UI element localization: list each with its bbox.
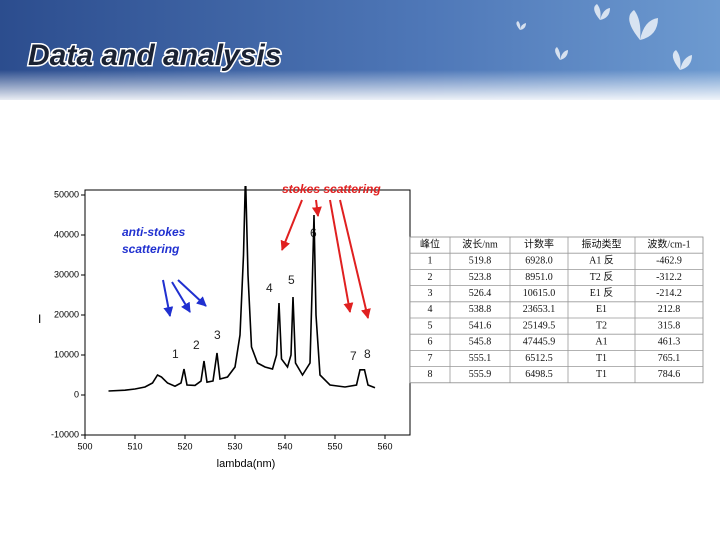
x-tick-label: 530 bbox=[227, 441, 242, 451]
table-header-cell: 波长/nm bbox=[462, 237, 498, 250]
table-cell: E1 bbox=[596, 304, 607, 315]
table-cell: 541.6 bbox=[469, 320, 492, 331]
table-header-cell: 振动类型 bbox=[582, 237, 622, 250]
slide-title: Data and analysis bbox=[28, 39, 281, 72]
table-cell: T1 bbox=[596, 353, 607, 364]
y-tick-label: 40000 bbox=[54, 229, 79, 239]
table-cell: E1 反 bbox=[590, 287, 614, 299]
table-header-cell: 峰位 bbox=[420, 237, 440, 250]
table-cell: 47445.9 bbox=[523, 337, 556, 348]
table-cell: A1 反 bbox=[589, 255, 614, 267]
peak-label: 4 bbox=[266, 281, 273, 295]
stokes-label: stokes scattering bbox=[282, 182, 381, 196]
x-tick-label: 510 bbox=[127, 441, 142, 451]
x-tick-label: 540 bbox=[277, 441, 292, 451]
table-cell: 5 bbox=[428, 320, 433, 331]
table-cell: 23653.1 bbox=[523, 304, 556, 315]
y-tick-label: -10000 bbox=[51, 429, 79, 439]
table-cell: 212.8 bbox=[658, 304, 681, 315]
table-cell: A1 bbox=[595, 337, 607, 348]
table-cell: 545.8 bbox=[469, 337, 492, 348]
peak-label: 8 bbox=[364, 347, 371, 361]
table-cell: 25149.5 bbox=[523, 320, 556, 331]
table-cell: 7 bbox=[428, 353, 433, 364]
peak-label: 3 bbox=[214, 328, 221, 342]
y-tick-label: 20000 bbox=[54, 309, 79, 319]
table-cell: 6512.5 bbox=[525, 353, 553, 364]
stokes-arrows bbox=[280, 199, 371, 319]
table-cell: -214.2 bbox=[656, 288, 682, 299]
peak-label: 7 bbox=[350, 349, 357, 363]
table-cell: 6498.5 bbox=[525, 369, 553, 380]
y-axis-label: I bbox=[38, 312, 41, 326]
table-cell: 538.8 bbox=[469, 304, 492, 315]
spectrum-chart: I lambda(nm) stokes scattering anti-stok… bbox=[38, 182, 411, 470]
x-tick-label: 520 bbox=[177, 441, 192, 451]
butterflies bbox=[516, 4, 692, 70]
table-cell: 6 bbox=[428, 337, 433, 348]
table-cell: 3 bbox=[428, 288, 433, 299]
y-tick-label: 0 bbox=[74, 389, 79, 399]
table-cell: 2 bbox=[428, 272, 433, 283]
header-fade bbox=[0, 70, 720, 100]
spectrum-line bbox=[108, 186, 376, 392]
table-cell: 765.1 bbox=[658, 353, 681, 364]
table-cell: 10615.0 bbox=[523, 288, 556, 299]
x-axis-label: lambda(nm) bbox=[217, 458, 276, 470]
peak-table: 峰位 波长/nm 计数率 振动类型 波数/cm-1 1 519.8 6928.0 A1 反 -46… bbox=[409, 236, 704, 384]
table-cell: 315.8 bbox=[658, 320, 681, 331]
table-cell: 8 bbox=[428, 369, 433, 380]
table-cell: 6928.0 bbox=[525, 256, 553, 267]
peak-label: 5 bbox=[288, 273, 295, 287]
table-cell: 519.8 bbox=[469, 256, 492, 267]
table-cell: T2 bbox=[596, 320, 607, 331]
table-header-cell: 波数/cm-1 bbox=[647, 237, 690, 250]
x-tick-label: 500 bbox=[77, 441, 92, 451]
y-tick-label: 30000 bbox=[54, 269, 79, 279]
anti-stokes-label: scattering bbox=[122, 242, 180, 256]
table-header-cell: 计数率 bbox=[524, 237, 554, 250]
y-tick-label: 50000 bbox=[54, 189, 79, 199]
x-tick-label: 550 bbox=[327, 441, 342, 451]
table-cell: 8951.0 bbox=[525, 272, 553, 283]
table-cell: 526.4 bbox=[469, 288, 492, 299]
x-tick-label: 560 bbox=[377, 441, 392, 451]
table-cell: T2 反 bbox=[590, 271, 614, 283]
table-cell: 523.8 bbox=[469, 272, 492, 283]
table-cell: 461.3 bbox=[658, 337, 681, 348]
anti-stokes-label: anti-stokes bbox=[122, 225, 186, 239]
y-tick-label: 10000 bbox=[54, 349, 79, 359]
table-cell: 555.1 bbox=[469, 353, 492, 364]
table-frame bbox=[409, 236, 704, 384]
table-cell: -312.2 bbox=[656, 272, 682, 283]
peak-label: 2 bbox=[193, 338, 200, 352]
table-cell: 1 bbox=[428, 256, 433, 267]
table-cell: -462.9 bbox=[656, 256, 682, 267]
table-cell: 4 bbox=[428, 304, 433, 315]
table-cell: 555.9 bbox=[469, 369, 492, 380]
anti-stokes-arrows bbox=[162, 279, 207, 317]
peak-label: 1 bbox=[172, 347, 179, 361]
table-cell: 784.6 bbox=[658, 369, 681, 380]
table-cell: T1 bbox=[596, 369, 607, 380]
